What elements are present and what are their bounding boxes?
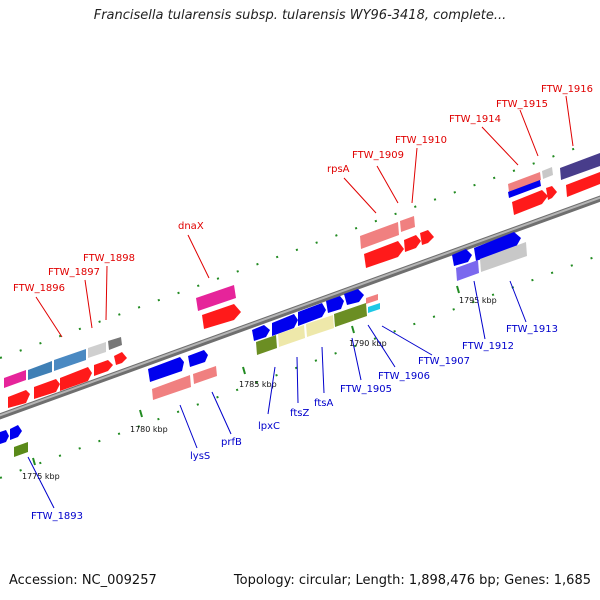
gene-feature[interactable]	[114, 352, 127, 365]
scale-label-1775: 1775 kbp	[22, 472, 60, 481]
gene-feature[interactable]	[256, 335, 277, 355]
gene-feature[interactable]	[193, 366, 217, 384]
scale-ticks	[32, 285, 460, 466]
gene-feature[interactable]	[508, 180, 541, 198]
accession-label: Accession: NC_009257	[9, 573, 157, 588]
gene-label-ftw-1897[interactable]: FTW_1897	[48, 267, 100, 278]
gene-features-right[interactable]	[360, 153, 600, 281]
gene-feature[interactable]	[366, 294, 378, 304]
gene-label-ftw-1905[interactable]: FTW_1905	[340, 384, 392, 395]
upper-leaders	[35, 95, 574, 338]
gene-label-ftw-1898[interactable]: FTW_1898	[83, 253, 135, 264]
genome-summary: Topology: circular; Length: 1,898,476 bp…	[233, 573, 591, 588]
lower-tick-row	[0, 254, 600, 479]
gene-label-ftw-1912[interactable]: FTW_1912	[462, 341, 514, 352]
gene-feature[interactable]	[188, 350, 208, 367]
gene-label-ftw-1893[interactable]: FTW_1893	[31, 511, 83, 522]
gene-feature[interactable]	[54, 349, 86, 371]
gene-label-lpxc[interactable]: lpxC	[258, 421, 280, 432]
lower-leaders	[27, 280, 527, 509]
map-title: Francisella tularensis subsp. tularensis…	[93, 8, 507, 23]
gene-feature[interactable]	[252, 325, 270, 341]
gene-feature[interactable]	[560, 153, 600, 180]
gene-feature[interactable]	[278, 325, 305, 347]
gene-feature[interactable]	[452, 249, 472, 266]
gene-feature[interactable]	[148, 357, 184, 382]
gene-feature[interactable]	[108, 337, 122, 350]
gene-feature[interactable]	[298, 303, 326, 326]
gene-label-ftw-1907[interactable]: FTW_1907	[418, 356, 470, 367]
gene-label-ftw-1915[interactable]: FTW_1915	[496, 99, 548, 110]
gene-features-left[interactable]	[0, 337, 127, 457]
gene-label-ftw-1910[interactable]: FTW_1910	[395, 135, 447, 146]
gene-feature[interactable]	[512, 190, 548, 215]
gene-label-prfb[interactable]: prfB	[221, 437, 242, 448]
gene-features-middle[interactable]	[148, 285, 380, 400]
gene-feature[interactable]	[474, 232, 521, 261]
scale-label-1785: 1785 kbp	[239, 380, 277, 389]
gene-feature[interactable]	[202, 304, 241, 329]
gene-feature[interactable]	[508, 172, 541, 192]
gene-feature[interactable]	[326, 296, 344, 313]
gene-feature[interactable]	[152, 375, 191, 400]
gene-label-ftw-1914[interactable]: FTW_1914	[449, 114, 501, 125]
gene-label-ftw-1896[interactable]: FTW_1896	[13, 283, 65, 294]
gene-label-ftw-1906[interactable]: FTW_1906	[378, 371, 430, 382]
gene-feature[interactable]	[272, 314, 298, 336]
scale-label-1790: 1790 kbp	[349, 339, 387, 348]
gene-label-ftsa[interactable]: ftsA	[314, 398, 333, 409]
gene-feature[interactable]	[344, 289, 364, 305]
gene-feature[interactable]	[14, 442, 28, 457]
gene-feature[interactable]	[8, 390, 30, 408]
gene-feature[interactable]	[0, 430, 9, 444]
gene-feature[interactable]	[480, 242, 527, 272]
gene-label-ftw-1916[interactable]: FTW_1916	[541, 84, 593, 95]
gene-feature[interactable]	[334, 303, 367, 327]
gene-feature[interactable]	[94, 360, 113, 376]
gene-feature[interactable]	[360, 222, 399, 249]
gene-feature[interactable]	[196, 285, 236, 311]
gene-feature[interactable]	[4, 370, 26, 388]
gene-feature[interactable]	[404, 235, 421, 252]
gene-feature[interactable]	[88, 342, 106, 358]
gene-label-lyss[interactable]: lysS	[190, 451, 210, 462]
gene-label-rpsa[interactable]: rpsA	[327, 164, 350, 175]
gene-feature[interactable]	[28, 361, 52, 380]
gene-feature[interactable]	[400, 216, 415, 232]
gene-label-ftw-1913[interactable]: FTW_1913	[506, 324, 558, 335]
gene-feature[interactable]	[456, 260, 479, 281]
gene-label-dnax[interactable]: dnaX	[178, 221, 204, 232]
gene-feature[interactable]	[364, 241, 404, 268]
gene-feature[interactable]	[546, 186, 557, 200]
scale-label-1780: 1780 kbp	[130, 425, 168, 434]
gene-label-ftsz[interactable]: ftsZ	[290, 408, 309, 419]
gene-feature[interactable]	[306, 315, 334, 337]
genome-backbone	[0, 195, 600, 420]
gene-label-ftw-1909[interactable]: FTW_1909	[352, 150, 404, 161]
gene-feature[interactable]	[368, 303, 380, 313]
gene-feature[interactable]	[566, 172, 600, 197]
gene-feature[interactable]	[60, 367, 92, 391]
gene-feature[interactable]	[34, 379, 60, 399]
gene-feature[interactable]	[420, 230, 434, 245]
gene-feature[interactable]	[542, 167, 553, 179]
gene-feature[interactable]	[10, 425, 22, 440]
